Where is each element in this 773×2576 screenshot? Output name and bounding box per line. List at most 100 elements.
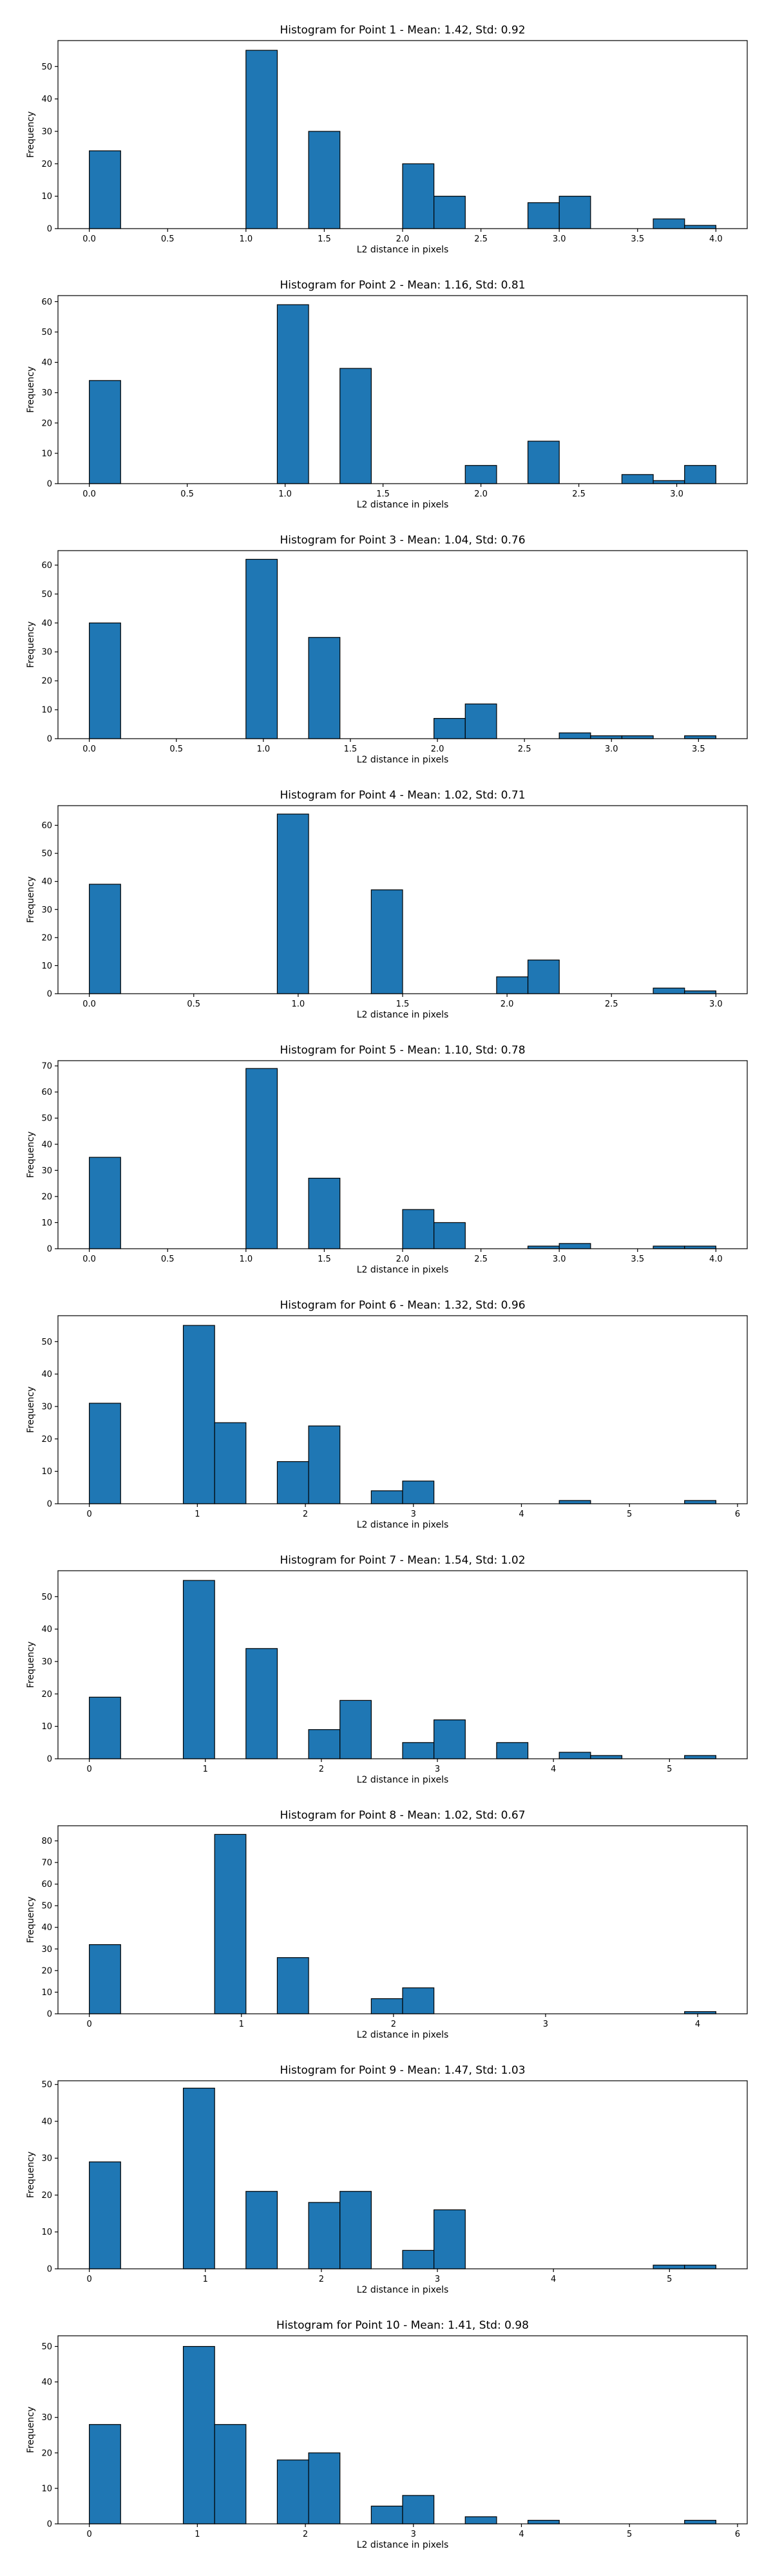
- histogram-bar: [527, 960, 560, 994]
- histogram-bar: [590, 1755, 623, 1759]
- x-tick-label: 3.0: [553, 234, 566, 244]
- y-tick-label: 30: [41, 1945, 52, 1955]
- x-tick-label: 5: [667, 1765, 672, 1774]
- histogram-panel-2: Histogram for Point 2 - Mean: 1.16, Std:…: [26, 279, 748, 510]
- x-tick-label: 2: [319, 1765, 324, 1774]
- x-tick-label: 3: [411, 2530, 416, 2539]
- histogram-bar: [89, 1403, 121, 1504]
- histogram-bar: [308, 2202, 341, 2269]
- x-axis-label: L2 distance in pixels: [357, 755, 449, 765]
- y-tick-label: 60: [41, 1880, 52, 1889]
- histogram-bar: [402, 163, 435, 229]
- histogram-bar: [434, 2209, 466, 2269]
- histogram-bar: [276, 1957, 309, 2014]
- x-tick-label: 0: [86, 2275, 91, 2284]
- histogram-bar: [245, 1068, 278, 1249]
- x-tick-label: 6: [735, 1510, 740, 1519]
- histogram-bar: [276, 813, 309, 994]
- x-tick-label: 3.5: [631, 1255, 644, 1264]
- x-tick-label: 1.0: [239, 234, 253, 244]
- histogram-panel-10: Histogram for Point 10 - Mean: 1.41, Std…: [26, 2319, 748, 2550]
- x-tick-label: 3: [411, 1510, 416, 1519]
- histogram-bar: [339, 2191, 372, 2269]
- x-tick-label: 2: [319, 2275, 324, 2284]
- x-tick-label: 2.0: [501, 999, 514, 1009]
- histogram-bar: [182, 2087, 215, 2269]
- x-tick-label: 1.5: [318, 234, 331, 244]
- y-tick-label: 40: [41, 1370, 52, 1379]
- y-tick-label: 20: [41, 419, 52, 428]
- y-tick-label: 50: [41, 590, 52, 600]
- y-tick-label: 50: [41, 2342, 52, 2352]
- y-tick-label: 50: [41, 2080, 52, 2090]
- chart-title: Histogram for Point 1 - Mean: 1.42, Std:…: [280, 24, 525, 37]
- histogram-bar: [89, 380, 121, 484]
- x-tick-label: 1: [239, 2020, 244, 2029]
- x-tick-label: 0.0: [82, 999, 96, 1009]
- x-tick-label: 5: [667, 2275, 672, 2284]
- x-axis-label: L2 distance in pixels: [357, 2030, 449, 2040]
- y-tick-label: 40: [41, 1923, 52, 1933]
- histogram-bar: [89, 1944, 121, 2014]
- histogram-bar: [245, 558, 278, 739]
- y-tick-label: 60: [41, 1088, 52, 1097]
- histogram-bar: [653, 987, 685, 994]
- y-tick-label: 0: [47, 1755, 52, 1765]
- histogram-bar: [434, 1222, 466, 1249]
- x-tick-label: 2.0: [431, 744, 444, 754]
- y-tick-label: 20: [41, 677, 52, 687]
- plot-frame: [57, 550, 748, 739]
- y-tick-label: 10: [41, 961, 52, 971]
- y-axis-label: Frequency: [26, 111, 36, 158]
- histogram-bar: [245, 2191, 278, 2269]
- histogram-bar: [339, 368, 372, 484]
- histogram-bar: [434, 196, 466, 229]
- histogram-panel-8: Histogram for Point 8 - Mean: 1.02, Std:…: [26, 1809, 748, 2040]
- y-tick-label: 10: [41, 706, 52, 715]
- x-tick-label: 2: [391, 2020, 396, 2029]
- histogram-bar: [89, 150, 121, 229]
- x-tick-label: 0.5: [180, 489, 194, 499]
- x-tick-label: 3: [435, 2275, 440, 2284]
- histogram-bar: [621, 735, 654, 739]
- y-tick-label: 10: [41, 2228, 52, 2237]
- histogram-bar: [653, 1245, 685, 1249]
- y-tick-label: 20: [41, 2448, 52, 2458]
- histogram-bar: [89, 2161, 121, 2269]
- y-tick-label: 50: [41, 62, 52, 72]
- y-tick-label: 30: [41, 648, 52, 658]
- x-tick-label: 1.5: [396, 999, 410, 1009]
- chart-title: Histogram for Point 4 - Mean: 1.02, Std:…: [280, 789, 525, 802]
- histogram-bar: [308, 1729, 341, 1759]
- y-axis-label: Frequency: [26, 876, 36, 923]
- histogram-bar: [214, 1422, 247, 1504]
- x-tick-label: 1.0: [239, 1255, 253, 1264]
- y-tick-label: 50: [41, 328, 52, 337]
- y-tick-label: 20: [41, 1966, 52, 1976]
- y-tick-label: 10: [41, 1218, 52, 1228]
- histogram-bar: [558, 196, 591, 229]
- chart-title: Histogram for Point 10 - Mean: 1.41, Std…: [276, 2319, 529, 2332]
- histogram-bar: [276, 1461, 309, 1504]
- histogram-bar: [684, 225, 716, 229]
- y-tick-label: 50: [41, 1902, 52, 1911]
- y-tick-label: 0: [47, 735, 52, 744]
- x-tick-label: 2.5: [605, 999, 618, 1009]
- x-tick-label: 1: [195, 1510, 200, 1519]
- y-tick-label: 40: [41, 2378, 52, 2387]
- chart-title: Histogram for Point 5 - Mean: 1.10, Std:…: [280, 1044, 525, 1057]
- histogram-panel-9: Histogram for Point 9 - Mean: 1.47, Std:…: [26, 2064, 748, 2295]
- histogram-bar: [527, 1245, 560, 1249]
- plot-frame: [57, 1570, 748, 1759]
- x-tick-label: 0.0: [82, 1255, 96, 1264]
- x-tick-label: 2.0: [396, 234, 410, 244]
- x-tick-label: 6: [735, 2530, 740, 2539]
- y-axis-label: Frequency: [26, 1387, 36, 1433]
- histogram-bar: [308, 131, 341, 229]
- plot-frame: [57, 2335, 748, 2524]
- x-tick-label: 4: [695, 2020, 700, 2029]
- y-tick-label: 30: [41, 127, 52, 137]
- histogram-bar: [402, 2495, 435, 2524]
- histogram-panel-7: Histogram for Point 7 - Mean: 1.54, Std:…: [26, 1554, 748, 1785]
- x-tick-label: 2.5: [474, 1255, 488, 1264]
